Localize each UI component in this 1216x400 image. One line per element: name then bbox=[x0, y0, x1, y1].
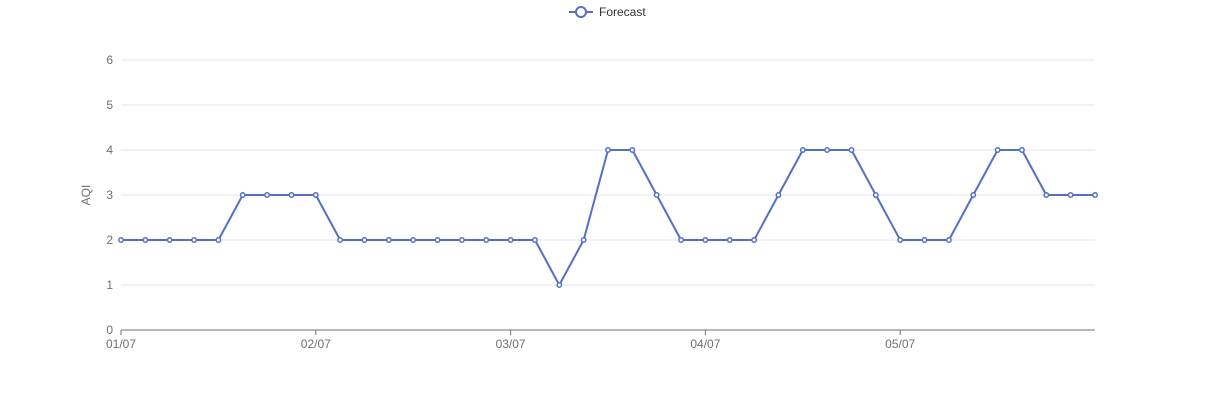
data-point[interactable] bbox=[166, 237, 173, 243]
data-point[interactable] bbox=[385, 237, 392, 243]
data-point[interactable] bbox=[337, 237, 344, 243]
data-point[interactable] bbox=[1067, 192, 1074, 198]
data-point[interactable] bbox=[434, 237, 441, 243]
data-point[interactable] bbox=[605, 147, 611, 153]
y-tick-label: 2 bbox=[106, 233, 113, 247]
data-point[interactable] bbox=[532, 237, 538, 243]
data-point[interactable] bbox=[970, 192, 977, 198]
data-point[interactable] bbox=[142, 237, 149, 243]
data-point[interactable] bbox=[1092, 192, 1098, 198]
data-point[interactable] bbox=[118, 237, 124, 243]
data-point[interactable] bbox=[848, 147, 855, 153]
y-tick-label: 5 bbox=[106, 98, 113, 112]
data-point[interactable] bbox=[483, 237, 490, 243]
data-point[interactable] bbox=[994, 147, 1001, 153]
data-point[interactable] bbox=[1043, 192, 1050, 198]
data-point[interactable] bbox=[629, 147, 636, 153]
y-axis-ticks: 0 1 2 3 4 5 6 bbox=[106, 53, 113, 337]
data-point[interactable] bbox=[653, 192, 660, 198]
data-point[interactable] bbox=[507, 237, 514, 243]
data-point[interactable] bbox=[726, 237, 733, 243]
data-point[interactable] bbox=[288, 192, 295, 198]
data-point[interactable] bbox=[945, 237, 952, 243]
data-point[interactable] bbox=[872, 192, 879, 198]
y-tick-label: 3 bbox=[106, 188, 113, 202]
legend-label-forecast: Forecast bbox=[599, 5, 646, 19]
data-point[interactable] bbox=[215, 237, 222, 243]
series-layer bbox=[118, 147, 1098, 288]
data-point[interactable] bbox=[361, 237, 368, 243]
legend[interactable]: Forecast bbox=[569, 5, 646, 19]
data-point[interactable] bbox=[239, 192, 246, 198]
data-point[interactable] bbox=[775, 192, 782, 198]
data-point[interactable] bbox=[824, 147, 831, 153]
data-point[interactable] bbox=[751, 237, 758, 243]
data-point[interactable] bbox=[897, 237, 904, 243]
data-point[interactable] bbox=[1019, 147, 1025, 153]
grid-lines bbox=[121, 59, 1095, 286]
data-point[interactable] bbox=[921, 237, 928, 243]
series-line-forecast bbox=[121, 149, 1095, 286]
data-point[interactable] bbox=[580, 237, 587, 243]
y-axis-title: AQI bbox=[79, 185, 93, 206]
x-tick-label: 03/07 bbox=[496, 337, 526, 351]
x-tick-label: 04/07 bbox=[690, 337, 720, 351]
data-point[interactable] bbox=[191, 237, 198, 243]
data-point[interactable] bbox=[556, 282, 563, 288]
data-point[interactable] bbox=[678, 237, 684, 243]
y-tick-label: 0 bbox=[106, 323, 113, 337]
data-point[interactable] bbox=[702, 237, 709, 243]
y-tick-label: 6 bbox=[106, 53, 113, 67]
legend-symbol-marker bbox=[575, 6, 587, 18]
data-point[interactable] bbox=[799, 147, 806, 153]
x-tick-label: 01/07 bbox=[106, 337, 136, 351]
data-point[interactable] bbox=[264, 192, 271, 198]
x-axis: 01/07 02/07 03/07 04/07 05/07 bbox=[106, 329, 1095, 351]
data-point[interactable] bbox=[458, 237, 465, 243]
x-tick-label: 05/07 bbox=[885, 337, 915, 351]
y-tick-label: 4 bbox=[106, 143, 113, 157]
data-point[interactable] bbox=[312, 192, 319, 198]
y-tick-label: 1 bbox=[106, 278, 113, 292]
x-tick-label: 02/07 bbox=[301, 337, 331, 351]
data-point[interactable] bbox=[410, 237, 417, 243]
